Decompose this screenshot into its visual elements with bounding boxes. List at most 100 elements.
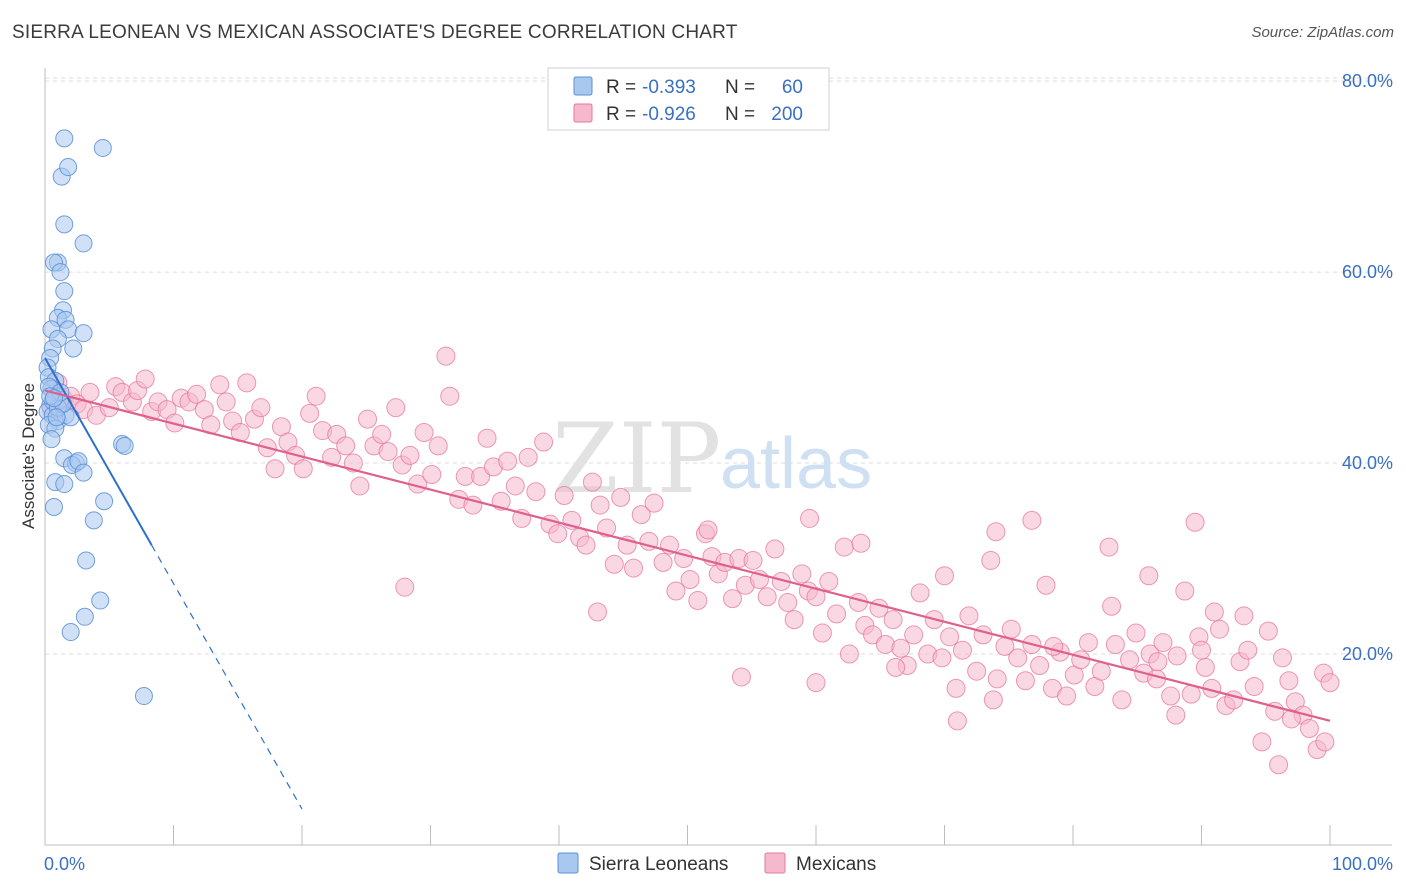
mexicans-point-43 (350, 476, 370, 496)
watermark: ZIP atlas (552, 403, 872, 515)
legend-r-label-0: R = (606, 77, 636, 98)
bottom-legend-swatch-mexicans (764, 852, 786, 874)
mexicans-point-41 (336, 436, 356, 456)
mexicans-point-53 (422, 465, 442, 485)
mexicans-point-199 (1148, 652, 1168, 672)
legend-swatch-sierra-leoneans (573, 76, 593, 96)
sierra-leoneans-point-9 (55, 282, 74, 301)
mexicans-point-171 (1244, 676, 1264, 696)
mexicans-point-69 (534, 432, 554, 452)
mexicans-point-129 (952, 640, 972, 660)
legend-r-value-0: -0.393 (642, 77, 696, 98)
mexicans-point-191 (806, 673, 826, 693)
y-tick-label-20: 20.0% (1342, 644, 1393, 664)
mexicans-point-158 (1153, 633, 1173, 653)
mexicans-point-46 (372, 424, 392, 444)
mexicans-point-96 (722, 589, 742, 609)
sierra-leoneans-points (38, 129, 153, 706)
mexicans-point-37 (306, 386, 326, 406)
mexicans-point-50 (400, 445, 420, 465)
sierra-leoneans-point-48 (91, 591, 110, 610)
mexicans-point-83 (631, 505, 651, 525)
mexicans-point-196 (731, 667, 751, 687)
mexicans-point-52 (414, 422, 434, 442)
legend-r-label-1: R = (606, 104, 636, 125)
mexicans-point-203 (947, 711, 967, 731)
mexicans-point-116 (863, 625, 883, 645)
mexicans-point-123 (910, 583, 930, 603)
mexicans-point-138 (1015, 671, 1035, 691)
mexicans-point-176 (1279, 671, 1299, 691)
mexicans-point-120 (891, 638, 911, 658)
mexicans-point-193 (588, 602, 608, 622)
sierra-leoneans-point-5 (74, 234, 93, 253)
mexicans-point-111 (827, 604, 847, 624)
mexicans-point-183 (1022, 510, 1042, 530)
mexicans-point-134 (987, 669, 1007, 689)
mexicans-point-102 (765, 539, 785, 559)
mexicans-point-206 (1315, 732, 1335, 752)
mexicans-point-146 (1071, 650, 1091, 670)
mexicans-point-200 (851, 533, 871, 553)
sierra-leoneans-point-43 (55, 475, 74, 494)
mexicans-point-197 (1204, 602, 1224, 622)
mexicans-point-6 (80, 382, 100, 402)
sierra-leoneans-point-49 (75, 607, 94, 626)
mexicans-point-198 (1234, 606, 1254, 626)
mexicans-point-90 (680, 570, 700, 590)
mexicans-point-54 (428, 436, 448, 456)
mexicans-point-39 (322, 447, 342, 467)
mexicans-point-85 (644, 493, 664, 513)
y-axis-label: Associate's Degree (19, 383, 38, 529)
mexicans-point-184 (800, 508, 820, 528)
trend-lines (44, 357, 1331, 810)
source-label: Source: ZipAtlas.com (1251, 24, 1394, 41)
mexicans-point-91 (688, 591, 708, 611)
mexicans-point-48 (386, 398, 406, 418)
legend-n-value-1: 200 (771, 104, 803, 125)
mexicans-point-172 (1252, 732, 1272, 752)
bottom-legend-swatch-sierra-leoneans (557, 852, 579, 874)
sierra-leoneans-point-19 (64, 339, 83, 358)
mexicans-point-128 (946, 678, 966, 698)
mexicans-point-13 (135, 369, 155, 389)
mexicans-point-147 (1078, 633, 1098, 653)
mexicans-point-160 (1167, 646, 1187, 666)
mexicans-point-31 (265, 459, 285, 479)
y-tick-label-80: 80.0% (1342, 71, 1393, 91)
mexicans-point-88 (666, 581, 686, 601)
sierra-leoneans-point-34 (42, 430, 61, 449)
mexicans-point-68 (526, 482, 546, 502)
y-tick-labels: 20.0% 40.0% 60.0% 80.0% (1342, 71, 1393, 664)
mexicans-trend-line (44, 389, 1331, 722)
mexicans-point-60 (471, 466, 491, 486)
mexicans-point-164 (1195, 657, 1215, 677)
mexicans-point-119 (883, 610, 903, 630)
mexicans-point-75 (576, 535, 596, 555)
mexicans-point-149 (1091, 661, 1111, 681)
mexicans-point-71 (548, 524, 568, 544)
sierra-leoneans-point-56 (47, 408, 66, 427)
legend-box (547, 67, 830, 131)
mexicans-point-205 (1166, 705, 1186, 725)
x-tick-label-min: 0.0% (44, 854, 85, 874)
mexicans-point-122 (904, 625, 924, 645)
legend-r-value-1: -0.926 (642, 104, 696, 125)
sierra-leoneans-point-15 (74, 324, 93, 343)
sierra-leoneans-trend-line (44, 357, 153, 546)
mexicans-point-77 (590, 495, 610, 515)
legend-n-label-0: N = (725, 77, 755, 98)
mexicans-point-151 (1105, 634, 1125, 654)
mexicans-point-179 (1299, 719, 1319, 739)
mexicans-point-154 (1126, 623, 1146, 643)
mexicans-point-161 (1175, 581, 1195, 601)
mexicans-point-187 (1102, 596, 1122, 616)
mexicans-point-67 (518, 447, 538, 467)
legend-swatch-mexicans (573, 103, 593, 123)
y-tick-label-40: 40.0% (1342, 453, 1393, 473)
x-ticks (173, 825, 1331, 845)
mexicans-point-182 (1320, 673, 1340, 693)
bottom-legend-label-mexicans: Mexicans (796, 854, 876, 875)
sierra-leoneans-point-45 (44, 497, 63, 516)
